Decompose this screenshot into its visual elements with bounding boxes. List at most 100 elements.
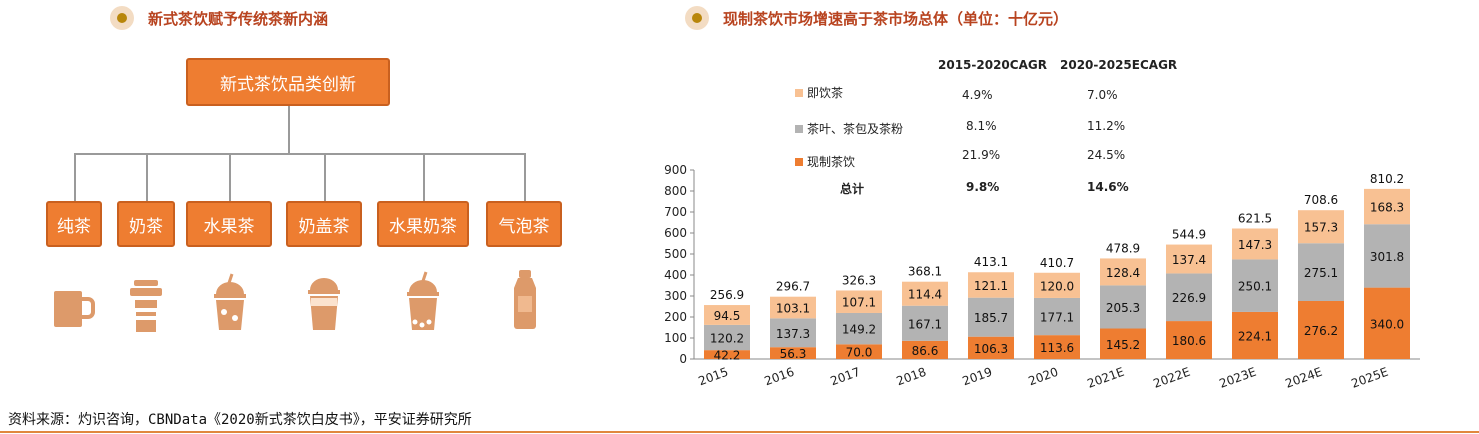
category-label: 奶盖茶 [298,216,350,237]
bar-segment [968,336,1014,359]
bar-segment [1232,311,1278,359]
bar-segment [704,305,750,325]
total-label: 544.9 [1172,228,1206,242]
y-tick-label: 400 [664,268,687,282]
sparkling-bottle-icon [514,270,536,329]
cagr-value: 14.6% [1087,180,1129,194]
data-label: 147.3 [1238,238,1272,252]
data-label: 157.3 [1304,221,1338,235]
left-title-row: 新式茶饮赋予传统茶新内涵 [110,6,328,30]
y-tick-label: 100 [664,331,687,345]
bar-segment [1364,188,1410,225]
left-panel-title: 新式茶饮赋予传统茶新内涵 [148,9,329,28]
footer-divider [0,431,1479,433]
legend-item: 现制茶饮 [795,153,855,170]
y-tick-label: 300 [664,289,687,303]
data-label: 226.9 [1172,291,1206,305]
total-label: 413.1 [974,255,1008,269]
x-tick-label: 2021E [1085,365,1126,391]
x-tick-label: 2020 [1027,365,1060,389]
total-label: 296.7 [776,280,810,294]
bar-segment [1232,228,1278,260]
x-tick-label: 2018 [895,365,928,389]
x-tick-label: 2025E [1349,365,1390,391]
tree-drop-line [74,153,76,201]
cagr-value: 24.5% [1087,148,1126,162]
category-label: 水果奶茶 [389,216,457,237]
bar-segment [968,272,1014,298]
legend-swatch [795,157,803,166]
fruit-tea-cup-icon [214,273,246,330]
data-label: 180.6 [1172,334,1206,348]
legend-label: 总计 [840,182,865,196]
cagr-value: 8.1% [966,119,997,133]
legend-item: 即饮茶 [795,84,843,101]
data-label: 86.6 [912,344,939,358]
right-title-row: 现制茶饮市场增速高于茶市场总体（单位：十亿元） [685,6,1068,30]
data-label: 340.0 [1370,317,1404,331]
tree-drop-line [324,153,326,201]
data-label: 113.6 [1040,341,1074,355]
bar-segment [704,350,750,359]
data-label: 205.3 [1106,301,1140,315]
category-box: 奶盖茶 [286,201,362,247]
category-label: 气泡茶 [498,216,550,237]
cagr-value: 4.9% [962,88,993,102]
y-tick-label: 900 [664,163,687,177]
bar-segment [1100,258,1146,286]
bar-segment [1298,243,1344,301]
cagr-header-2: 2020-2025ECAGR [1060,58,1178,72]
category-box: 气泡茶 [486,201,562,247]
legend-swatch [795,88,803,97]
bar-segment [1100,328,1146,359]
y-tick-label: 0 [679,352,687,366]
data-label: 56.3 [780,347,807,361]
data-label: 167.1 [908,317,942,331]
bar-segment [770,347,816,359]
category-box: 水果奶茶 [377,201,469,247]
category-label: 水果茶 [203,216,255,237]
bar-segment [1034,297,1080,336]
data-label: 137.4 [1172,253,1206,267]
bar-segment [1166,273,1212,322]
total-label: 621.5 [1238,211,1272,225]
cagr-value: 11.2% [1087,119,1126,133]
bar-segment [1232,259,1278,312]
source-footer: 资料来源：灼识咨询，CBNData《2020新式茶饮白皮书》，平安证券研究所 [8,412,472,428]
data-label: 107.1 [842,296,876,310]
y-tick-label: 700 [664,205,687,219]
x-tick-label: 2022E [1151,365,1192,391]
data-label: 145.2 [1106,338,1140,352]
bar-segment [1298,300,1344,359]
data-label: 177.1 [1040,311,1074,325]
bar-segment [836,312,882,345]
tree-trunk-line [288,106,290,154]
milk-cap-cup-icon [308,278,340,330]
root-category-box: 新式茶饮品类创新 [186,58,390,106]
bar-segment [1166,321,1212,359]
total-label: 810.2 [1370,172,1404,186]
data-label: 106.3 [974,342,1008,356]
bar-segment [1364,224,1410,288]
y-tick-label: 500 [664,247,687,261]
total-label: 256.9 [710,288,744,302]
total-label: 410.7 [1040,256,1074,270]
data-label: 121.1 [974,279,1008,293]
total-label: 708.6 [1304,193,1338,207]
category-box: 奶茶 [117,201,175,247]
category-label: 奶茶 [129,216,163,237]
bar-segment [1034,335,1080,359]
total-label: 326.3 [842,273,876,287]
data-label: 103.1 [776,302,810,316]
data-label: 120.0 [1040,279,1074,293]
cagr-header-1: 2015-2020CAGR [938,58,1047,72]
y-tick-label: 200 [664,310,687,324]
tree-drop-line [146,153,148,201]
data-label: 70.0 [846,346,873,360]
category-box: 水果茶 [186,201,272,247]
data-label: 128.4 [1106,266,1140,280]
tree-drop-line [423,153,425,201]
cagr-value: 7.0% [1087,88,1118,102]
data-label: 275.1 [1304,266,1338,280]
data-label: 250.1 [1238,280,1272,294]
